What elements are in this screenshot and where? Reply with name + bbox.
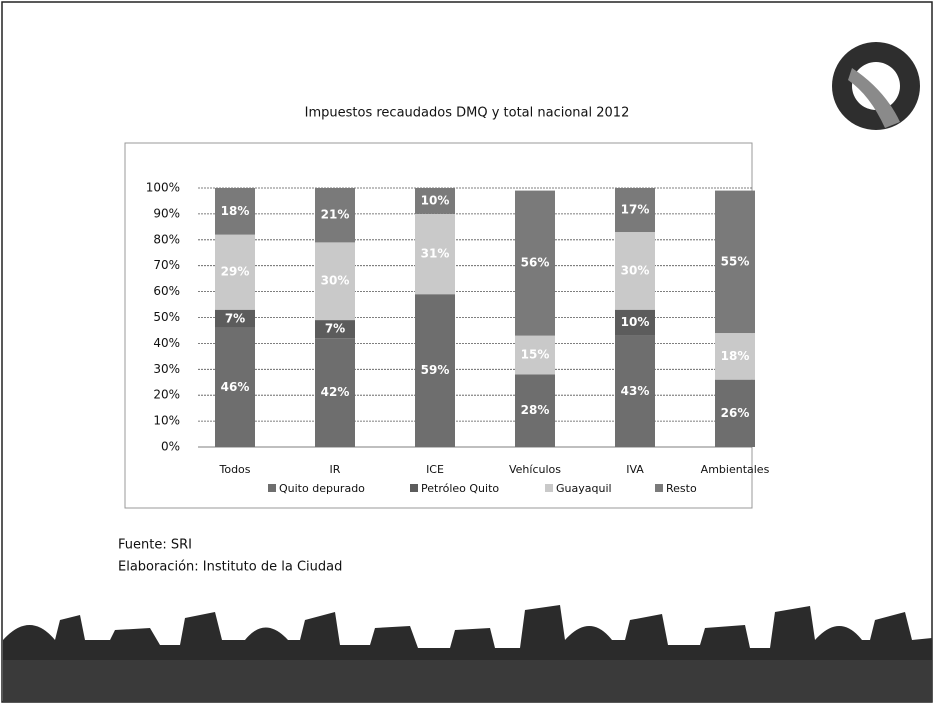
bar-segment <box>615 232 655 310</box>
bar-segment <box>215 188 255 235</box>
data-label: 56% <box>521 256 550 270</box>
data-label: 17% <box>621 203 650 217</box>
data-label: 7% <box>225 311 245 325</box>
bar-segment <box>515 335 555 375</box>
data-label: 21% <box>321 208 350 222</box>
data-label: 26% <box>721 406 750 420</box>
data-label: 30% <box>321 274 350 288</box>
data-label: 55% <box>721 254 750 268</box>
x-tick-label: Ambientales <box>701 463 770 476</box>
legend-label: Petróleo Quito <box>421 482 499 495</box>
bar-segment <box>515 374 555 447</box>
bar-segment <box>715 379 755 447</box>
data-label: 18% <box>221 204 250 218</box>
legend-swatch <box>545 484 553 492</box>
y-tick-label: 70% <box>153 258 180 272</box>
bar-segment <box>415 213 455 295</box>
chart-title: Impuestos recaudados DMQ y total naciona… <box>305 106 630 121</box>
bar-segment <box>715 333 755 380</box>
data-label: 30% <box>621 263 650 277</box>
plot: 0% 10% 20% 30% 40% 50% 60% 70% 80% 90% 100% Todos 46… <box>146 181 770 496</box>
bar-segment <box>615 309 655 336</box>
bar-segment <box>315 242 355 321</box>
data-label: 10% <box>621 315 650 329</box>
data-label: 15% <box>521 348 550 362</box>
data-label: 43% <box>621 384 650 398</box>
x-tick-label: IR <box>330 463 341 476</box>
data-label: 7% <box>325 322 345 336</box>
data-label: 46% <box>221 380 250 394</box>
y-tick-label: 50% <box>153 310 180 324</box>
y-tick-label: 40% <box>153 336 180 350</box>
bar-segment <box>615 335 655 447</box>
data-label: 18% <box>721 349 750 363</box>
y-tick-label: 80% <box>153 232 180 246</box>
credit: Elaboración: Instituto de la Ciudad <box>118 560 342 575</box>
bar-segment <box>215 327 255 447</box>
x-tick-label: IVA <box>626 463 644 476</box>
x-tick-label: ICE <box>426 463 444 476</box>
data-label: 42% <box>321 385 350 399</box>
legend-swatch <box>268 484 276 492</box>
source: Fuente: SRI <box>118 538 192 553</box>
bar-segment <box>315 338 355 447</box>
bar-segment <box>215 234 255 310</box>
legend-label: Resto <box>666 482 697 495</box>
y-tick-label: 10% <box>153 414 180 428</box>
data-label: 59% <box>421 363 450 377</box>
logo <box>832 42 920 130</box>
skyline <box>3 605 932 702</box>
bar-segment <box>315 320 355 339</box>
bar-segment <box>315 188 355 243</box>
y-tick-label: 60% <box>153 284 180 298</box>
legend-label: Guayaquil <box>556 482 612 495</box>
legend-swatch <box>655 484 663 492</box>
data-label: 28% <box>521 403 550 417</box>
bar-segment <box>515 190 555 336</box>
legend-swatch <box>410 484 418 492</box>
y-tick-label: 20% <box>153 388 180 402</box>
data-label: 31% <box>421 247 450 261</box>
x-tick-label: Todos <box>218 463 250 476</box>
bar-segment <box>415 188 455 214</box>
y-tick-label: 0% <box>161 440 180 454</box>
data-label: 10% <box>421 193 450 207</box>
y-tick-label: 90% <box>153 206 180 220</box>
bar-segment <box>615 188 655 233</box>
y-tick-label: 30% <box>153 362 180 376</box>
bar-segment <box>715 190 755 334</box>
y-tick-label: 100% <box>146 181 180 195</box>
legend-label: Quito depurado <box>279 482 365 495</box>
data-label: 29% <box>221 265 250 279</box>
bar-segment <box>415 294 455 447</box>
bar-segment <box>215 309 255 328</box>
x-tick-label: Vehículos <box>509 463 561 476</box>
